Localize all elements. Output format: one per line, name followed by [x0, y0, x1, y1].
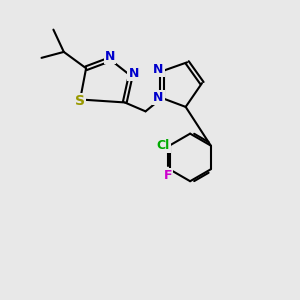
- Text: Cl: Cl: [156, 139, 170, 152]
- Text: F: F: [164, 169, 172, 182]
- Text: N: N: [153, 63, 164, 76]
- Text: S: S: [75, 94, 85, 108]
- Text: N: N: [153, 92, 164, 104]
- Text: N: N: [128, 67, 139, 80]
- Text: N: N: [105, 50, 115, 64]
